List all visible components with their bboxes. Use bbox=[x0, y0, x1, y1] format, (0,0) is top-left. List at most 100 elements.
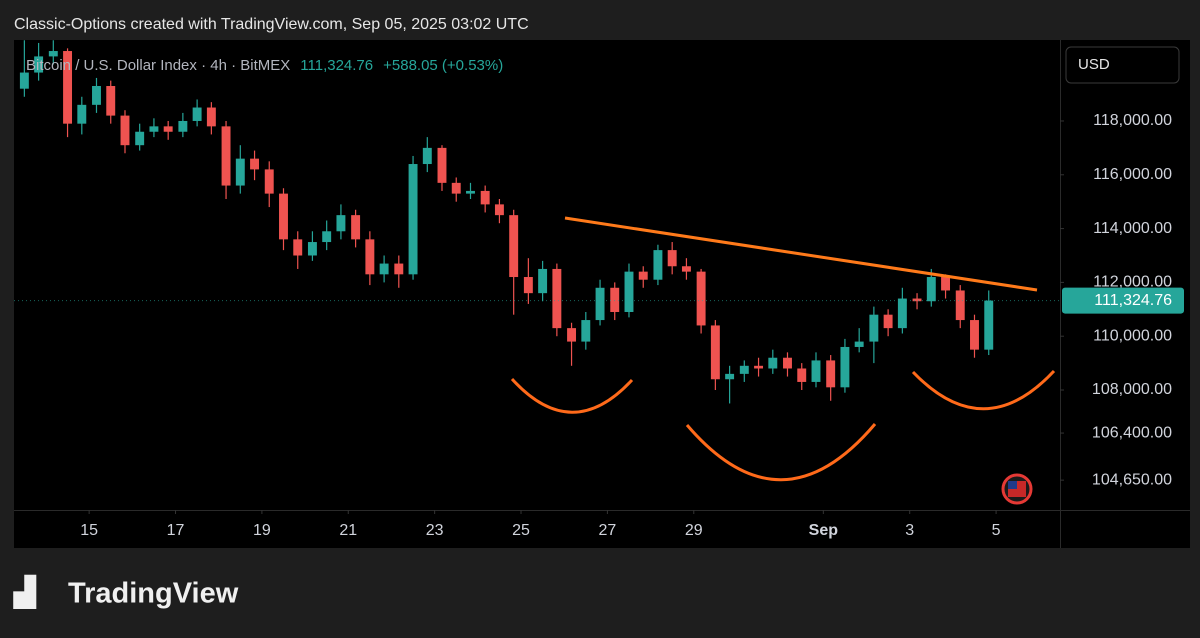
candle-body bbox=[466, 190, 475, 194]
candle-body bbox=[264, 169, 274, 194]
x-tick-label: 3 bbox=[905, 522, 914, 539]
candle-body bbox=[77, 104, 87, 124]
candle-body bbox=[19, 72, 29, 89]
candle-body bbox=[235, 158, 245, 186]
candle-body bbox=[667, 250, 677, 267]
candle-body bbox=[783, 357, 792, 369]
candle-body bbox=[811, 360, 821, 382]
candle-body bbox=[955, 290, 965, 321]
candle-body bbox=[250, 158, 260, 170]
candle-body bbox=[926, 277, 936, 302]
candle-body bbox=[523, 277, 533, 294]
x-tick-label: 15 bbox=[80, 522, 98, 539]
candle-body bbox=[854, 341, 864, 347]
legend-change: +588.05 (+0.53%) bbox=[383, 57, 503, 74]
last-price-box bbox=[1062, 287, 1184, 314]
head-arc bbox=[685, 423, 877, 482]
header: Classic-Options created with TradingView… bbox=[14, 16, 529, 33]
candle-body bbox=[624, 271, 634, 312]
candle-body bbox=[120, 115, 130, 146]
logo: TradingView bbox=[68, 578, 239, 610]
candle-body bbox=[163, 126, 173, 132]
candle-body bbox=[897, 298, 907, 329]
candle-body bbox=[826, 360, 836, 388]
candle-body bbox=[149, 126, 159, 132]
candle-body bbox=[538, 268, 548, 294]
candle-body bbox=[106, 86, 116, 116]
candle-body bbox=[63, 51, 73, 124]
shoulder-arc bbox=[510, 377, 634, 414]
candle-body bbox=[567, 328, 577, 342]
y-tick-label: 106,400.00 bbox=[1092, 424, 1172, 441]
candle-body bbox=[480, 190, 490, 205]
x-tick-label: 17 bbox=[167, 522, 185, 539]
candle-body bbox=[192, 107, 202, 121]
candle-body bbox=[739, 365, 749, 374]
candle-body bbox=[840, 346, 850, 388]
candle-body bbox=[365, 239, 375, 275]
candle-body bbox=[336, 215, 346, 232]
candle-body bbox=[437, 147, 447, 183]
candle-body bbox=[681, 266, 691, 272]
candle-body bbox=[92, 86, 101, 105]
candle-body bbox=[797, 368, 807, 382]
candle-body bbox=[610, 287, 620, 312]
candle-body bbox=[408, 164, 418, 275]
candle-body bbox=[307, 242, 317, 256]
x-tick-label: 23 bbox=[426, 522, 444, 539]
x-tick-label: 27 bbox=[598, 522, 616, 539]
shoulder-arc bbox=[911, 369, 1056, 411]
candle-body bbox=[394, 263, 404, 275]
candle-body bbox=[34, 56, 44, 73]
flag-icon bbox=[1008, 481, 1017, 489]
candle-body bbox=[696, 271, 706, 326]
candle-body bbox=[206, 107, 216, 127]
x-tick-label: 29 bbox=[685, 522, 703, 539]
candle-body bbox=[638, 271, 648, 280]
candle-body bbox=[581, 320, 591, 342]
candle-body bbox=[869, 314, 879, 342]
y-tick-label: 110,000.00 bbox=[1093, 327, 1172, 344]
candle-body bbox=[509, 215, 519, 278]
candle-body bbox=[883, 314, 893, 329]
candle-body bbox=[941, 277, 951, 291]
symbol: Bitcoin / U.S. Dollar Index · 4h · BitME… bbox=[26, 57, 290, 74]
candle-body bbox=[984, 300, 994, 350]
y-tick-label: 114,000.00 bbox=[1093, 220, 1172, 237]
candle-body bbox=[293, 239, 303, 256]
y-tick-label: 108,000.00 bbox=[1092, 381, 1172, 398]
candle-body bbox=[451, 182, 461, 194]
candle-body bbox=[178, 120, 188, 132]
x-tick-label: 19 bbox=[253, 522, 271, 539]
logo-mark: ▟ bbox=[13, 574, 37, 609]
y-tick-label: 104,650.00 bbox=[1092, 471, 1172, 488]
trend-line bbox=[564, 216, 1038, 292]
candle-body bbox=[379, 263, 389, 275]
x-tick-label: 21 bbox=[339, 522, 357, 539]
y-tick-label: 118,000.00 bbox=[1093, 112, 1172, 129]
plot-area: 104,650.00 106,400.00 108,000.00 110,000.00… bbox=[14, 40, 1172, 539]
x-tick-label: 25 bbox=[512, 522, 530, 539]
candle-body bbox=[725, 373, 735, 380]
currency-button[interactable] bbox=[1065, 46, 1180, 84]
candle-body bbox=[279, 193, 288, 240]
candle-body bbox=[221, 126, 231, 186]
candle-body bbox=[768, 357, 778, 369]
candle-body bbox=[653, 250, 663, 280]
candle-body bbox=[351, 215, 361, 240]
x-tick-label: 5 bbox=[992, 522, 1001, 539]
y-tick-label: 112,000.00 bbox=[1093, 274, 1172, 291]
candle-body bbox=[422, 147, 432, 165]
candle-body bbox=[48, 51, 58, 57]
candle-body bbox=[710, 325, 720, 380]
candle-body bbox=[494, 204, 504, 216]
currency[interactable]: USD bbox=[1078, 56, 1110, 73]
legend: Bitcoin / U.S. Dollar Index · 4h · BitME… bbox=[26, 57, 503, 74]
candle-body bbox=[552, 268, 562, 329]
candle-body bbox=[595, 287, 605, 321]
legend-price: 111,324.76 bbox=[300, 57, 373, 74]
candle-body bbox=[912, 298, 922, 302]
last-price-label: 111,324.76 bbox=[1094, 292, 1172, 309]
